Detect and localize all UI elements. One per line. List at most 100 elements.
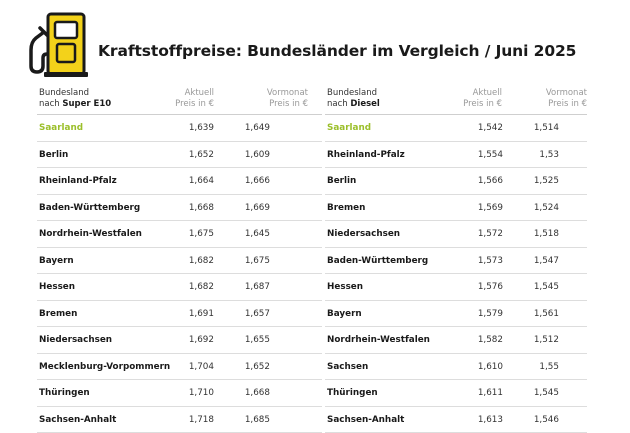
state-name: Nordrhein-Westfalen xyxy=(39,229,142,239)
table-row: Saarland 1,542 1,514 xyxy=(325,115,587,142)
previous-price: 1,685 xyxy=(245,415,270,425)
current-price: 1,668 xyxy=(189,203,214,213)
table-row: Bayern 1,579 1,561 xyxy=(325,301,587,328)
table-row: Hessen 1,576 1,545 xyxy=(325,274,587,301)
previous-price: 1,561 xyxy=(534,309,559,319)
table-row: Rheinland-Pfalz 1,664 1,666 xyxy=(37,168,322,195)
table-body: Saarland 1,542 1,514 Rheinland-Pfalz 1,554 1,… xyxy=(325,115,587,433)
diesel-table: Bundesland nach Diesel Aktuell Preis in … xyxy=(325,86,587,433)
current-price: 1,576 xyxy=(478,282,503,292)
header-line: Preis in € xyxy=(175,99,214,109)
previous-price: 1,525 xyxy=(534,176,559,186)
previous-price: 1,675 xyxy=(245,256,270,266)
header-line-prefix: nach xyxy=(39,99,60,109)
table-header: Bundesland nach Super E10 Aktuell Preis … xyxy=(37,86,322,115)
current-price: 1,682 xyxy=(189,282,214,292)
state-name: Rheinland-Pfalz xyxy=(327,150,405,160)
table-row: Berlin 1,566 1,525 xyxy=(325,168,587,195)
state-name: Thüringen xyxy=(39,388,90,398)
header-line: Aktuell xyxy=(185,88,214,98)
column-header-vormonat: Vormonat Preis in € xyxy=(546,88,587,109)
current-price: 1,566 xyxy=(478,176,503,186)
header-line: Vormonat xyxy=(267,88,308,98)
state-name: Saarland xyxy=(39,123,83,133)
previous-price: 1,546 xyxy=(534,415,559,425)
state-name: Saarland xyxy=(327,123,371,133)
current-price: 1,542 xyxy=(478,123,503,133)
column-header-aktuell: Aktuell Preis in € xyxy=(463,88,502,109)
header-line-prefix: nach xyxy=(327,99,348,109)
fuel-pump-icon xyxy=(26,12,90,78)
header-line: Preis in € xyxy=(269,99,308,109)
previous-price: 1,53 xyxy=(539,150,559,160)
state-name: Rheinland-Pfalz xyxy=(39,176,117,186)
previous-price: 1,609 xyxy=(245,150,270,160)
state-name: Niedersachsen xyxy=(39,335,112,345)
state-name: Sachsen xyxy=(327,362,368,372)
table-row: Nordrhein-Westfalen 1,675 1,645 xyxy=(37,221,322,248)
header-line: Bundesland xyxy=(327,88,377,98)
state-name: Sachsen-Anhalt xyxy=(327,415,404,425)
state-name: Mecklenburg-Vorpommern xyxy=(39,362,170,372)
current-price: 1,582 xyxy=(478,335,503,345)
state-name: Baden-Württemberg xyxy=(39,203,140,213)
header-line: Vormonat xyxy=(546,88,587,98)
current-price: 1,554 xyxy=(478,150,503,160)
current-price: 1,652 xyxy=(189,150,214,160)
table-row: Nordrhein-Westfalen 1,582 1,512 xyxy=(325,327,587,354)
current-price: 1,664 xyxy=(189,176,214,186)
super-e10-table: Bundesland nach Super E10 Aktuell Preis … xyxy=(37,86,322,433)
table-row: Rheinland-Pfalz 1,554 1,53 xyxy=(325,142,587,169)
previous-price: 1,512 xyxy=(534,335,559,345)
current-price: 1,704 xyxy=(189,362,214,372)
state-name: Nordrhein-Westfalen xyxy=(327,335,430,345)
header-fuel-type: Diesel xyxy=(350,99,379,109)
state-name: Baden-Württemberg xyxy=(327,256,428,266)
current-price: 1,675 xyxy=(189,229,214,239)
state-name: Hessen xyxy=(39,282,75,292)
current-price: 1,691 xyxy=(189,309,214,319)
previous-price: 1,655 xyxy=(245,335,270,345)
previous-price: 1,645 xyxy=(245,229,270,239)
table-row: Bremen 1,691 1,657 xyxy=(37,301,322,328)
current-price: 1,718 xyxy=(189,415,214,425)
previous-price: 1,657 xyxy=(245,309,270,319)
state-name: Berlin xyxy=(327,176,356,186)
previous-price: 1,524 xyxy=(534,203,559,213)
column-header-bundesland: Bundesland nach Super E10 xyxy=(39,88,111,109)
table-row: Hessen 1,682 1,687 xyxy=(37,274,322,301)
table-row: Mecklenburg-Vorpommern 1,704 1,652 xyxy=(37,354,322,381)
previous-price: 1,545 xyxy=(534,388,559,398)
previous-price: 1,518 xyxy=(534,229,559,239)
current-price: 1,573 xyxy=(478,256,503,266)
current-price: 1,579 xyxy=(478,309,503,319)
previous-price: 1,649 xyxy=(245,123,270,133)
state-name: Bayern xyxy=(327,309,362,319)
header-fuel-type: Super E10 xyxy=(62,99,111,109)
previous-price: 1,652 xyxy=(245,362,270,372)
current-price: 1,710 xyxy=(189,388,214,398)
previous-price: 1,687 xyxy=(245,282,270,292)
previous-price: 1,514 xyxy=(534,123,559,133)
state-name: Thüringen xyxy=(327,388,378,398)
previous-price: 1,545 xyxy=(534,282,559,292)
previous-price: 1,669 xyxy=(245,203,270,213)
column-header-bundesland: Bundesland nach Diesel xyxy=(327,88,380,109)
state-name: Hessen xyxy=(327,282,363,292)
table-row: Baden-Württemberg 1,668 1,669 xyxy=(37,195,322,222)
state-name: Bremen xyxy=(39,309,77,319)
column-header-aktuell: Aktuell Preis in € xyxy=(175,88,214,109)
previous-price: 1,666 xyxy=(245,176,270,186)
state-name: Sachsen-Anhalt xyxy=(39,415,116,425)
